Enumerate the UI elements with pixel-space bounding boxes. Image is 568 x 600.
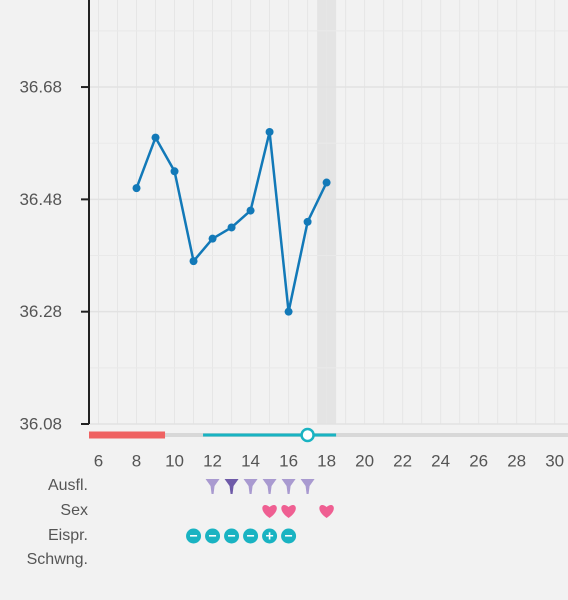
ovulation-test <box>186 528 202 544</box>
x-tick-label: 26 <box>469 451 488 470</box>
discharge-icon <box>205 479 220 494</box>
ovulation-sign: + <box>265 528 273 544</box>
ovulation-sign: − <box>246 528 254 544</box>
row-label: Eispr. <box>48 527 88 544</box>
ovulation-test <box>281 528 297 544</box>
ovulation-sign: − <box>284 528 292 544</box>
x-tick-label: 12 <box>203 451 222 470</box>
data-point <box>151 133 160 142</box>
discharge-icon <box>281 479 296 494</box>
x-tick-label: 30 <box>545 451 564 470</box>
ovulation-test <box>262 528 278 544</box>
x-tick-label: 24 <box>431 451 450 470</box>
y-tick-label: 36.48 <box>19 190 62 209</box>
data-point <box>208 234 217 243</box>
row-label: Ausfl. <box>48 477 88 494</box>
ovulation-test <box>205 528 221 544</box>
y-tick-label: 36.28 <box>19 302 62 321</box>
heart-icon <box>319 505 334 518</box>
heart-icon <box>281 505 296 518</box>
ovulation-sign: − <box>208 528 216 544</box>
cycle-marker <box>300 427 315 443</box>
data-point <box>303 217 312 226</box>
x-tick-label: 28 <box>507 451 526 470</box>
x-tick-label: 16 <box>279 451 298 470</box>
discharge-icon <box>243 479 258 494</box>
ovulation-test <box>243 528 259 544</box>
row-label: Schwng. <box>27 551 88 568</box>
y-tick-label: 36.68 <box>19 78 62 97</box>
x-tick-label: 14 <box>241 451 260 470</box>
x-tick-label: 8 <box>132 451 141 470</box>
x-tick-label: 22 <box>393 451 412 470</box>
discharge-icon <box>300 479 315 494</box>
x-tick-label: 20 <box>355 451 374 470</box>
ovulation-sign: − <box>189 528 197 544</box>
data-point <box>227 223 236 232</box>
data-point <box>132 184 141 193</box>
data-point <box>246 206 255 215</box>
discharge-icon <box>224 479 239 494</box>
data-point <box>170 167 179 176</box>
row-label: Sex <box>60 502 88 519</box>
data-point <box>265 127 274 136</box>
data-point <box>322 178 331 187</box>
x-tick-label: 6 <box>94 451 103 470</box>
heart-icon <box>262 505 277 518</box>
discharge-icon <box>262 479 277 494</box>
data-point <box>189 257 198 266</box>
x-tick-label: 18 <box>317 451 336 470</box>
ovulation-test <box>224 528 240 544</box>
data-point <box>284 307 293 316</box>
x-tick-label: 10 <box>165 451 184 470</box>
y-tick-label: 36.08 <box>19 414 62 433</box>
ovulation-sign: − <box>227 528 235 544</box>
